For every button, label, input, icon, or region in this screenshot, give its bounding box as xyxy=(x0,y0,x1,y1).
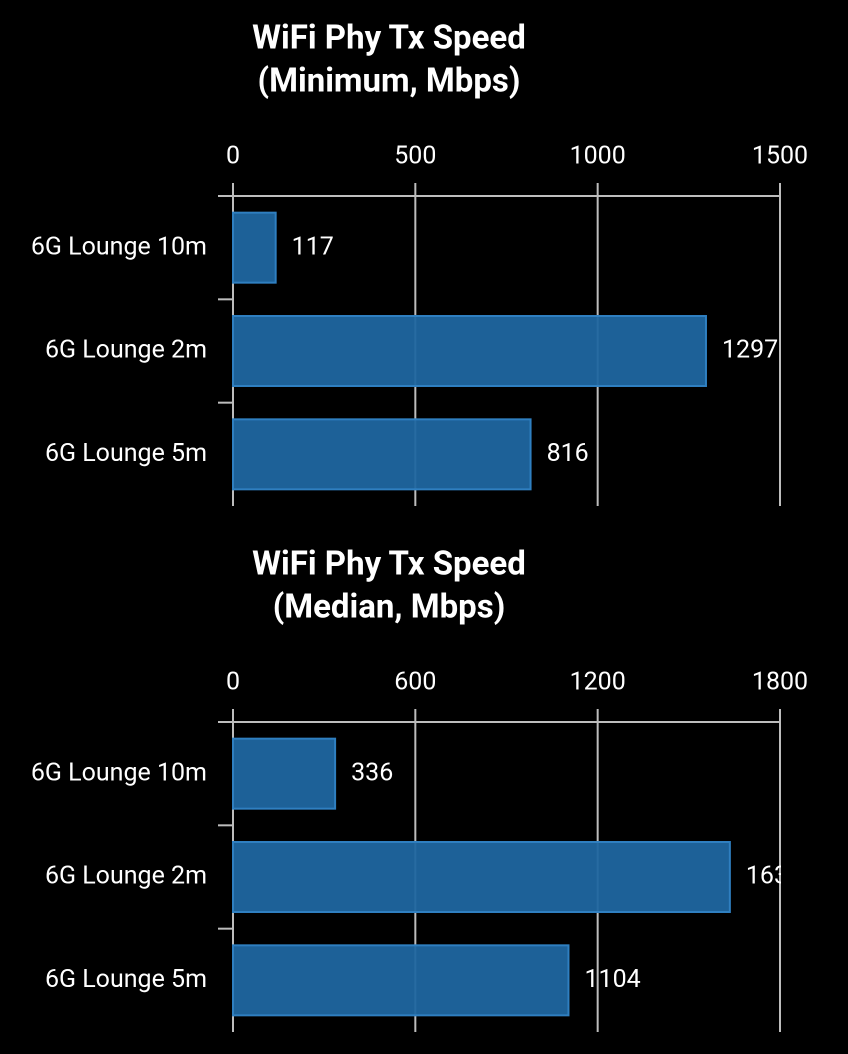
bar xyxy=(232,418,532,491)
y-tick-label: 6G Lounge 10m xyxy=(31,232,207,261)
x-tick-label: 1800 xyxy=(752,668,808,697)
value-label: 1297 xyxy=(722,336,778,365)
chart-title: WiFi Phy Tx Speed xyxy=(252,19,526,58)
value-label: 117 xyxy=(292,232,334,261)
value-label: 816 xyxy=(547,439,589,468)
value-label: 1635 xyxy=(746,862,802,891)
bar xyxy=(232,737,337,810)
chart-title: WiFi Phy Tx Speed xyxy=(252,545,526,584)
chart: WiFi Phy Tx Speed (Median, Mbps) 0 600 1200 1… xyxy=(31,545,808,1032)
x-tick-label: 0 xyxy=(226,142,240,171)
chart-title: (Minimum, Mbps) xyxy=(258,62,521,101)
value-label: 1104 xyxy=(584,965,640,994)
chart: WiFi Phy Tx Speed (Minimum, Mbps) 0 500 1000… xyxy=(31,19,808,506)
x-tick-label: 1500 xyxy=(752,142,808,171)
bar xyxy=(232,315,707,387)
bar xyxy=(232,841,731,913)
chart-title: (Median, Mbps) xyxy=(273,588,506,627)
x-tick-label: 0 xyxy=(226,668,240,697)
y-tick-label: 6G Lounge 5m xyxy=(45,439,207,468)
y-tick-label: 6G Lounge 10m xyxy=(31,758,207,787)
y-tick-label: 6G Lounge 2m xyxy=(45,862,207,891)
bar xyxy=(232,944,570,1017)
y-tick-label: 6G Lounge 2m xyxy=(45,336,207,365)
x-tick-label: 1200 xyxy=(570,668,626,697)
x-tick-label: 1000 xyxy=(570,142,626,171)
value-label: 336 xyxy=(351,758,393,787)
x-tick-label: 500 xyxy=(394,142,436,171)
x-tick-label: 600 xyxy=(394,668,436,697)
y-tick-label: 6G Lounge 5m xyxy=(45,965,207,994)
bar xyxy=(232,211,277,284)
